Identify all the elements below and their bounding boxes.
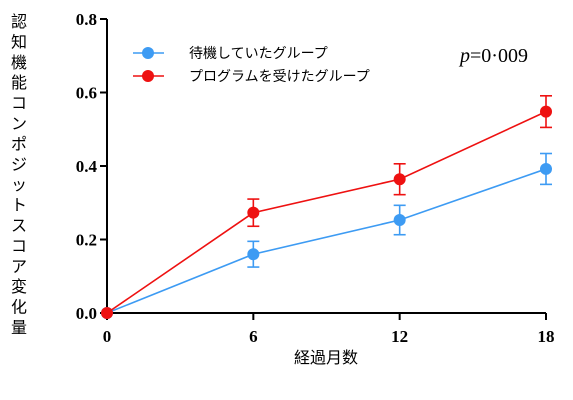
y-axis-title-char: ン <box>11 114 27 133</box>
series-line <box>106 110 547 314</box>
p-value-text: =0·009 <box>470 45 528 67</box>
series-1 <box>101 95 552 319</box>
y-axis-title-char: 量 <box>11 318 27 337</box>
y-axis-title-char: 変 <box>11 277 27 296</box>
y-axis-title-char: ア <box>11 257 27 276</box>
series-layer <box>101 95 552 319</box>
y-axis-title-char: 認 <box>11 12 27 31</box>
data-point <box>247 206 260 219</box>
y-axis-title-char: ト <box>11 196 27 215</box>
p-italic: p <box>458 45 470 67</box>
legend-label: 待機していたグループ <box>189 46 328 62</box>
y-axis-title-char: 化 <box>11 298 27 317</box>
series-0 <box>101 152 552 319</box>
x-tick-label: 0 <box>103 327 112 346</box>
x-tick-label: 18 <box>538 327 555 346</box>
y-axis-title-char: ッ <box>11 175 27 194</box>
y-axis-title-char: コ <box>11 94 27 113</box>
y-tick-label: 0.0 <box>76 304 97 323</box>
legend-marker <box>142 47 154 59</box>
data-point <box>393 214 406 227</box>
data-point <box>540 105 552 118</box>
y-axis-title-char: 機 <box>11 53 27 72</box>
y-tick-label: 0.2 <box>76 231 97 250</box>
p-value-annotation: p=0·009 <box>458 45 528 67</box>
x-axis-title: 経過月数 <box>294 348 358 367</box>
y-tick-label: 0.4 <box>76 157 98 176</box>
y-axis-title-char: ポ <box>11 134 27 153</box>
data-point <box>540 162 552 175</box>
y-tick-label: 0.8 <box>76 10 97 29</box>
x-tick-label: 6 <box>249 327 258 346</box>
legend-label: プログラムを受けたグループ <box>189 69 370 85</box>
x-tick-label: 12 <box>391 327 408 346</box>
data-point <box>393 173 406 186</box>
data-point <box>101 307 113 319</box>
y-axis-title-char: ス <box>11 216 27 235</box>
axes: 0.0 0.2 0.4 0.6 0.8 0 6 12 18 <box>76 10 555 346</box>
y-axis-title-char: コ <box>11 236 27 255</box>
y-tick-label: 0.6 <box>76 84 97 103</box>
legend-marker <box>142 70 154 82</box>
data-point <box>247 248 260 261</box>
series-line <box>106 168 547 314</box>
y-axis-title-char: 能 <box>11 73 27 92</box>
y-axis-title-char: 知 <box>11 32 27 51</box>
y-axis-title-char: ジ <box>11 155 27 174</box>
